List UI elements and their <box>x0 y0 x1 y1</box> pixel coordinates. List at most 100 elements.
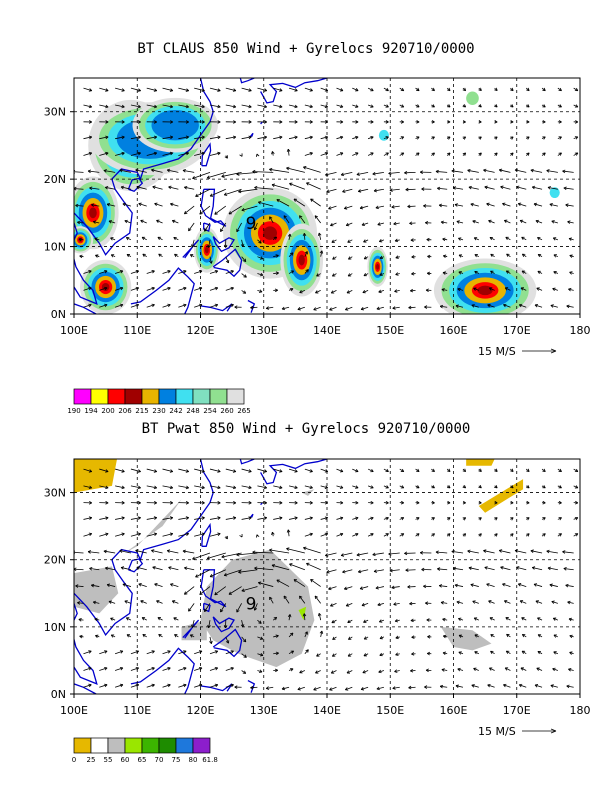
y-tick-label: 30N <box>44 106 66 119</box>
wind-vector <box>383 468 389 472</box>
wind-vector-head <box>438 203 443 208</box>
wind-vector <box>209 650 218 655</box>
wind-vector-head <box>126 253 131 258</box>
wind-vector-head <box>385 468 389 473</box>
wind-vector-head <box>183 591 188 595</box>
wind-vector-head <box>168 566 172 570</box>
wind-vector-head <box>94 237 98 241</box>
wind-vector-head <box>157 617 161 621</box>
wind-vector-head <box>248 135 252 140</box>
wind-vector-head <box>271 531 275 536</box>
wind-vector-head <box>119 168 123 173</box>
wind-vector-head <box>137 151 141 156</box>
wind-vector-head <box>217 135 221 140</box>
wind-vector-head <box>88 88 93 92</box>
wind-vector-head <box>169 104 174 109</box>
wind-vector-head <box>474 634 478 638</box>
pwat-region <box>440 626 492 651</box>
wind-vector <box>326 569 337 573</box>
wind-vector <box>299 595 306 604</box>
wind-vector-head <box>287 614 292 618</box>
wind-vector-head <box>498 168 503 173</box>
wind-vector-head <box>124 219 128 224</box>
wind-vector <box>151 169 163 173</box>
wind-vector <box>536 667 543 671</box>
wind-vector <box>394 670 400 673</box>
wind-vector-head <box>170 583 174 587</box>
wind-vector-head <box>530 549 534 553</box>
wind-vector-head <box>328 586 332 591</box>
colorbar-label: 60 <box>121 756 130 764</box>
wind-vector-head <box>121 516 125 520</box>
wind-vector <box>376 686 385 690</box>
wind-vector-head <box>293 198 298 202</box>
wind-vector-head <box>105 516 109 520</box>
wind-vector-head <box>299 670 303 674</box>
wind-vector <box>441 669 448 671</box>
wind-vector-head <box>304 631 308 635</box>
wind-vector-head <box>520 667 524 671</box>
wind-vector <box>391 586 400 589</box>
wind-vector-head <box>519 219 524 224</box>
wind-vector <box>146 270 155 274</box>
wind-vector-head <box>494 120 498 124</box>
colorbar-swatch <box>175 737 194 754</box>
wind-vector-head <box>343 206 348 210</box>
wind-vector <box>173 617 179 621</box>
wind-vector-head <box>91 203 95 207</box>
wind-vector-head <box>438 584 443 588</box>
wind-vector <box>241 87 252 92</box>
wind-vector-head <box>565 583 569 588</box>
wind-vector-head <box>520 287 524 291</box>
wind-vector-head <box>362 290 366 294</box>
wind-vector-head <box>345 603 350 607</box>
y-tick-label: 20N <box>44 554 66 567</box>
x-tick-label: 140E <box>313 704 341 717</box>
x-tick-label: 100E <box>60 324 88 337</box>
wind-vector <box>288 632 294 638</box>
wind-vector-head <box>363 653 367 657</box>
wind-vector-head <box>462 533 467 537</box>
wind-vector <box>241 670 246 674</box>
wind-vector-head <box>400 533 405 537</box>
wind-vector-head <box>370 152 374 156</box>
wind-vector-head <box>274 668 278 673</box>
wind-vector-head <box>376 686 380 691</box>
wind-vector-head <box>542 152 546 156</box>
wind-vector <box>214 205 227 215</box>
wind-vector <box>88 551 100 554</box>
wind-vector <box>521 617 527 621</box>
wind-vector <box>83 517 92 520</box>
wind-vector <box>114 684 124 688</box>
wind-vector <box>241 290 246 294</box>
wind-vector-head <box>567 600 571 605</box>
wind-vector <box>172 220 179 224</box>
wind-vector-head <box>110 254 115 258</box>
wind-vector-head <box>510 533 514 537</box>
wind-vector <box>472 600 479 604</box>
wind-vector <box>225 104 236 108</box>
wind-vector <box>567 221 574 224</box>
wind-vector-head <box>489 667 493 671</box>
coastline <box>200 683 233 692</box>
wind-vector <box>489 617 495 621</box>
wind-vector-head <box>137 501 141 505</box>
wind-vector-head <box>104 270 108 274</box>
wind-vector <box>209 569 226 578</box>
wind-vector <box>383 485 389 489</box>
wind-vector-head <box>405 187 409 192</box>
wind-vector-head <box>535 600 539 604</box>
x-tick-label: 180 <box>570 704 591 717</box>
wind-vector <box>533 203 543 207</box>
wind-vector <box>389 188 400 191</box>
wind-vector <box>331 290 337 294</box>
wind-vector <box>320 136 328 140</box>
x-tick-label: 180 <box>570 324 591 337</box>
wind-vector-head <box>185 104 190 109</box>
wind-vector <box>288 485 298 489</box>
wind-vector-head <box>319 250 324 254</box>
wind-vector-head <box>355 469 359 473</box>
wind-vector-head <box>377 222 381 226</box>
wind-vector-head <box>510 500 514 505</box>
